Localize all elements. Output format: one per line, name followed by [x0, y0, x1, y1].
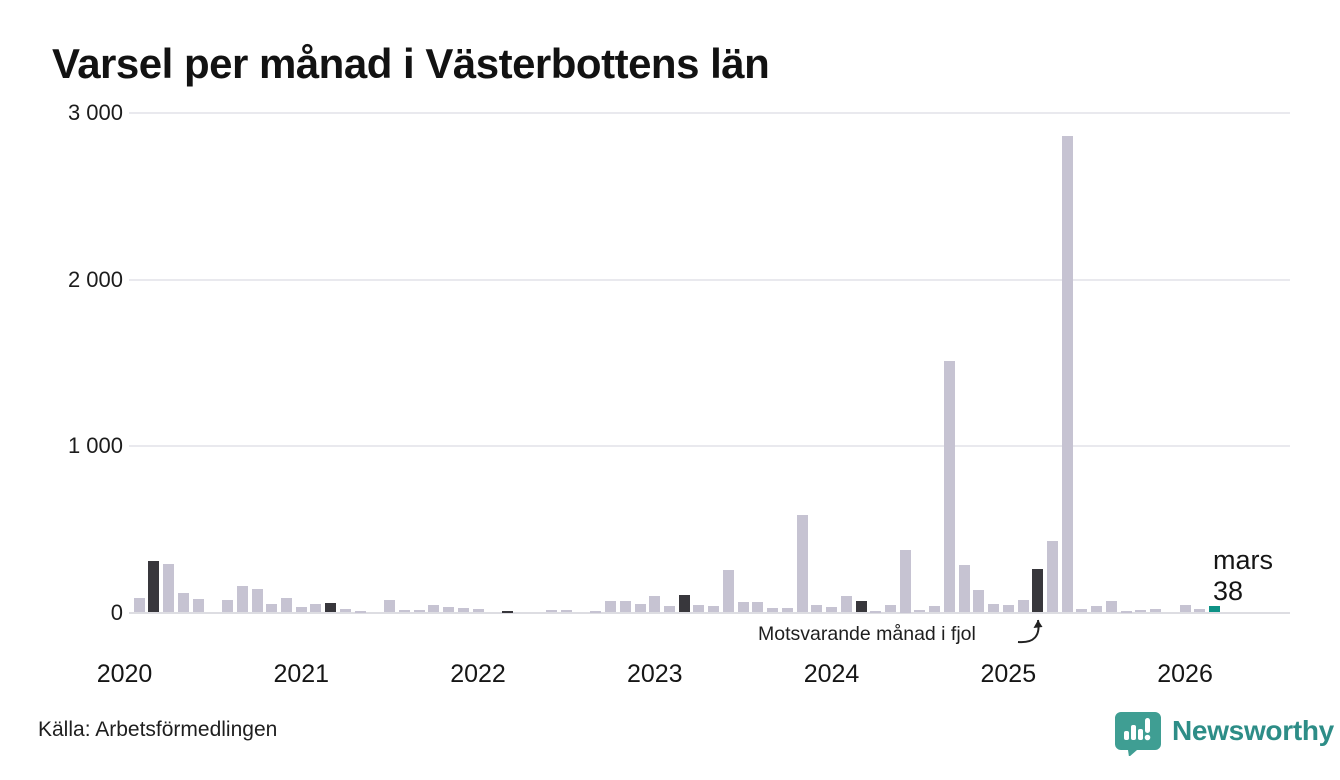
bar: [1150, 609, 1162, 613]
y-axis-tick-label: 3 000: [67, 100, 123, 125]
bar: [354, 610, 366, 613]
bar: [546, 609, 558, 613]
bar: [899, 550, 911, 613]
y-axis-tick-label: 1 000: [67, 433, 123, 458]
latest-value-label: mars 38: [1213, 545, 1273, 607]
bar: [634, 603, 646, 613]
bar: [295, 606, 307, 613]
bar: [398, 609, 410, 613]
annotation-arrow-icon: [1017, 619, 1043, 644]
bar: [177, 593, 189, 613]
bar: [943, 361, 955, 613]
bar: [443, 606, 455, 613]
bar: [870, 610, 882, 613]
bar: [811, 605, 823, 613]
bar-compare-month: [1032, 569, 1044, 613]
bar: [251, 589, 263, 613]
x-axis-tick-label-2023: 2023: [626, 660, 683, 688]
bar: [884, 604, 896, 613]
bar: [560, 609, 572, 613]
bar: [266, 603, 278, 613]
source-attribution: Källa: Arbetsförmedlingen: [38, 718, 278, 741]
bar-compare-month: [501, 610, 513, 613]
bar: [605, 600, 617, 613]
bar: [1179, 605, 1191, 613]
bar: [413, 610, 425, 613]
bar: [1046, 540, 1058, 613]
bar-compare-month: [325, 602, 337, 613]
bar: [664, 605, 675, 613]
bar: [163, 564, 175, 613]
gridline-1000: [129, 445, 1290, 447]
bar: [988, 603, 1000, 613]
bar: [472, 609, 484, 613]
x-axis-tick-label-2020: 2020: [96, 660, 153, 688]
bar: [752, 601, 764, 613]
bar-compare-month: [855, 601, 867, 613]
bar: [457, 608, 469, 613]
chart-title: Varsel per månad i Västerbottens län: [52, 40, 770, 87]
bar: [649, 596, 661, 613]
bar: [339, 608, 351, 613]
bar: [428, 605, 440, 613]
bar: [737, 601, 749, 613]
annotation-compare-month: Motsvarande månad i fjol: [758, 623, 976, 645]
bar: [590, 610, 602, 613]
bar: [133, 597, 145, 613]
x-axis-tick-label-2026: 2026: [1157, 660, 1213, 688]
brand-logo: Newsworthy: [1113, 706, 1334, 756]
bar: [958, 565, 970, 613]
bar: [826, 606, 838, 613]
y-axis-tick-label: 2 000: [67, 266, 123, 292]
bar: [973, 590, 985, 613]
bar: [1017, 600, 1029, 613]
bar: [281, 597, 293, 613]
x-axis-tick-label-2022: 2022: [450, 660, 506, 688]
bar: [1061, 136, 1073, 613]
bar: [1194, 608, 1206, 613]
bar: [1105, 600, 1117, 613]
bar: [222, 599, 234, 613]
latest-month: mars: [1213, 545, 1273, 575]
bar: [310, 603, 322, 613]
gridline-2000: [129, 278, 1290, 281]
bar-latest-month: [1209, 606, 1221, 613]
x-axis-tick-label-2024: 2024: [803, 660, 860, 688]
bar: [384, 599, 396, 613]
bar: [619, 601, 631, 613]
bar: [693, 605, 705, 613]
bar: [708, 605, 720, 613]
bar: [236, 585, 248, 613]
brand-name: Newsworthy: [1172, 715, 1334, 746]
bar: [767, 607, 779, 613]
latest-value: 38: [1213, 576, 1244, 606]
bar: [1135, 609, 1147, 613]
gridline-3000: [129, 112, 1290, 114]
bar: [1120, 610, 1132, 613]
bar: [1091, 606, 1103, 613]
bar: [781, 608, 793, 613]
bar: [1002, 605, 1014, 613]
bar-compare-month: [148, 560, 160, 613]
gridline-0: [129, 611, 1290, 614]
bar: [192, 599, 204, 613]
bar: [840, 595, 852, 613]
x-axis-tick-label-2025: 2025: [980, 660, 1037, 688]
bar: [914, 609, 926, 613]
bar-compare-month: [678, 594, 690, 613]
bar: [1076, 609, 1088, 613]
x-axis-tick-label-2021: 2021: [273, 660, 330, 688]
bar: [722, 569, 734, 613]
y-axis-tick-label: 0: [110, 599, 123, 625]
bar: [929, 605, 941, 613]
newsworthy-icon: [1115, 712, 1161, 756]
bar: [796, 515, 808, 613]
